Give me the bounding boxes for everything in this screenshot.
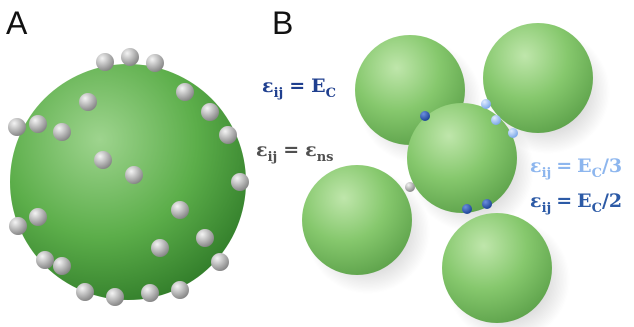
- figure: A B εij=EC εij=εns εij=EC/3 εij=EC/2: [0, 0, 634, 327]
- particle-a: [8, 48, 249, 306]
- equation-part: /3: [602, 155, 622, 177]
- surface-particle: [211, 253, 229, 271]
- surface-particle: [94, 151, 112, 169]
- surface-particle: [171, 281, 189, 299]
- surface-particle: [196, 229, 214, 247]
- surface-particle: [53, 123, 71, 141]
- equation-part: =: [556, 155, 572, 177]
- surface-particle: [9, 217, 27, 235]
- equation-part: E: [577, 190, 591, 212]
- surface-particle: [121, 48, 139, 66]
- equation-part: ij: [542, 201, 552, 216]
- equation-part: =: [289, 75, 305, 97]
- equation-part: E: [311, 75, 325, 97]
- surface-particle: [106, 288, 124, 306]
- equation-part: ij: [542, 166, 552, 181]
- equation-part: ε: [305, 139, 317, 161]
- equation-part: ns: [317, 150, 334, 165]
- equation-part: ij: [268, 150, 278, 165]
- equation-part: ε: [262, 75, 274, 97]
- surface-particle: [79, 93, 97, 111]
- annotation: εij = EC: [262, 75, 336, 101]
- equation-part: E: [577, 155, 591, 177]
- surface-particle: [29, 208, 47, 226]
- equation-part: ε: [530, 190, 542, 212]
- surface-particle: [29, 115, 47, 133]
- surface-particle: [219, 126, 237, 144]
- equation-part: ε: [256, 139, 268, 161]
- equation-part: =: [283, 139, 299, 161]
- surface-particle: [141, 284, 159, 302]
- equation-part: ij: [274, 86, 284, 101]
- surface-particle: [8, 118, 26, 136]
- equation-part: /2: [602, 190, 622, 212]
- surface-particle: [171, 201, 189, 219]
- annotation: εij =EC/2: [530, 190, 622, 216]
- panel-label: A: [6, 5, 28, 41]
- panel-label: B: [272, 5, 293, 41]
- surface-particle: [146, 54, 164, 72]
- surface-particle: [231, 173, 249, 191]
- surface-particle: [151, 239, 169, 257]
- surface-particle: [201, 103, 219, 121]
- surface-particle: [125, 166, 143, 184]
- surface-particle: [96, 53, 114, 71]
- equation-part: =: [556, 190, 572, 212]
- surface-particle: [36, 251, 54, 269]
- surface-particle: [76, 283, 94, 301]
- annotation: εij =EC/3: [530, 155, 622, 181]
- equation-part: C: [326, 86, 336, 101]
- annotation: εij=εns: [256, 139, 333, 165]
- surface-particle: [176, 83, 194, 101]
- equation-part: ε: [530, 155, 542, 177]
- surface-particle: [53, 257, 71, 275]
- equation-part: C: [592, 201, 602, 216]
- equation-part: C: [592, 166, 602, 181]
